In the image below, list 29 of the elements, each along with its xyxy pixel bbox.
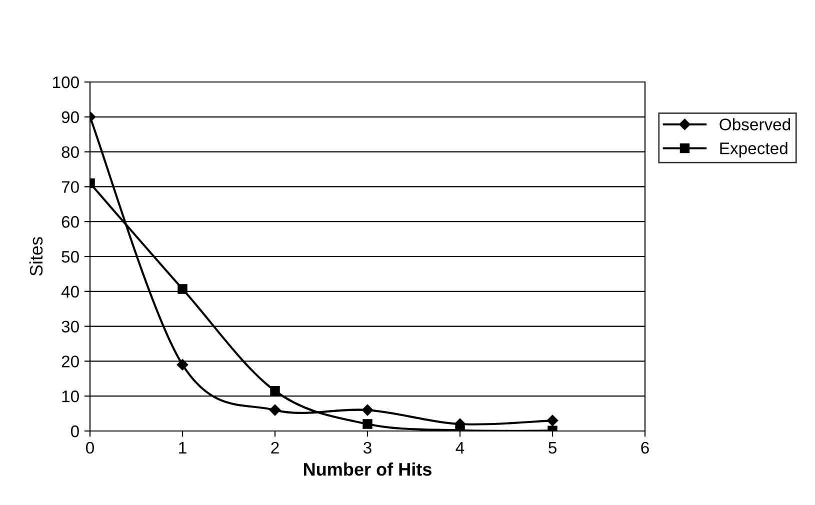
y-tick-label: 70 (62, 181, 79, 193)
point (270, 386, 280, 396)
point (546, 414, 558, 426)
x-tick-label: 0 (86, 442, 94, 454)
y-axis-title: Sites (29, 237, 43, 276)
y-tick-label: 100 (53, 76, 79, 88)
y-tick-label: 30 (62, 320, 79, 333)
legend-label: Expected (720, 142, 788, 158)
y-tick-label: 60 (62, 216, 79, 228)
x-tick-label: 6 (641, 442, 649, 454)
y-tick-label: 50 (62, 250, 79, 263)
y-tick-label: 10 (62, 390, 79, 402)
y-tick-label: 20 (62, 356, 79, 368)
point (269, 404, 281, 416)
x-tick-label: 3 (364, 442, 372, 454)
point (362, 419, 372, 429)
legend-label: Observed (720, 118, 790, 130)
y-tick-label: 0 (70, 425, 79, 438)
x-tick-label: 1 (179, 442, 186, 454)
x-tick-label: 2 (271, 442, 279, 454)
y-tick-label: 80 (62, 146, 79, 158)
point (176, 359, 188, 370)
x-tick-label: 4 (456, 442, 464, 454)
point (178, 284, 188, 294)
y-tick-label: 90 (62, 111, 79, 124)
x-axis-title: Number of Hits (304, 462, 432, 476)
point (362, 404, 374, 416)
y-tick-label: 40 (61, 286, 79, 298)
x-tick-label: 5 (548, 442, 556, 454)
